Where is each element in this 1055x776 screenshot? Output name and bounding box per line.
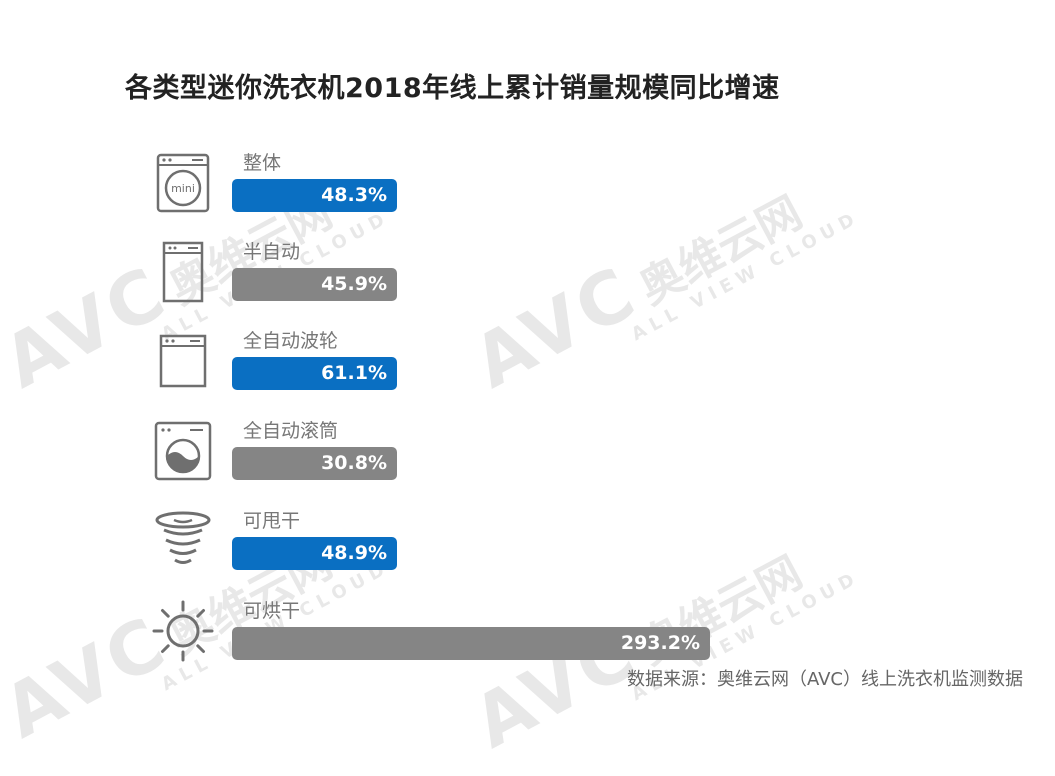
bar-row: 半自动 45.9% <box>0 237 1055 327</box>
bar-value-label: 30.8% <box>321 452 387 474</box>
bar-row: 可烘干 293.2% <box>0 596 1055 686</box>
mini-text: mini <box>171 182 195 195</box>
data-source: 数据来源：奥维云网（AVC）线上洗衣机监测数据 <box>626 669 1023 690</box>
bar: 48.3% <box>232 179 397 212</box>
front-load-drum-icon <box>152 420 214 482</box>
chart-title: 各类型迷你洗衣机2018年线上累计销量规模同比增速 <box>125 73 780 104</box>
bar-row: 全自动波轮 61.1% <box>0 326 1055 416</box>
bar-value-label: 48.3% <box>321 184 387 206</box>
bar: 293.2% <box>232 627 710 660</box>
spin-dry-icon <box>152 510 214 572</box>
category-label: 全自动滚筒 <box>243 420 339 442</box>
bar: 61.1% <box>232 357 397 390</box>
category-label: 整体 <box>243 152 282 174</box>
bar: 48.9% <box>232 537 397 570</box>
bar-value-label: 48.9% <box>321 542 387 564</box>
bar-row: 可甩干 48.9% <box>0 506 1055 596</box>
bar-value-label: 45.9% <box>321 273 387 295</box>
category-label: 可烘干 <box>243 600 301 622</box>
sun-dryer-icon <box>152 600 214 662</box>
bar-row: mini 整体 48.3% <box>0 148 1055 238</box>
bar-row: 全自动滚筒 30.8% <box>0 416 1055 506</box>
bar: 30.8% <box>232 447 397 480</box>
category-label: 半自动 <box>243 241 301 263</box>
mini-washer-icon: mini <box>152 152 214 214</box>
category-label: 可甩干 <box>243 510 301 532</box>
bar: 45.9% <box>232 268 397 301</box>
bar-value-label: 61.1% <box>321 362 387 384</box>
bar-value-label: 293.2% <box>620 632 700 654</box>
semi-auto-washer-icon <box>152 241 214 303</box>
category-label: 全自动波轮 <box>243 330 339 352</box>
top-load-washer-icon <box>152 330 214 392</box>
